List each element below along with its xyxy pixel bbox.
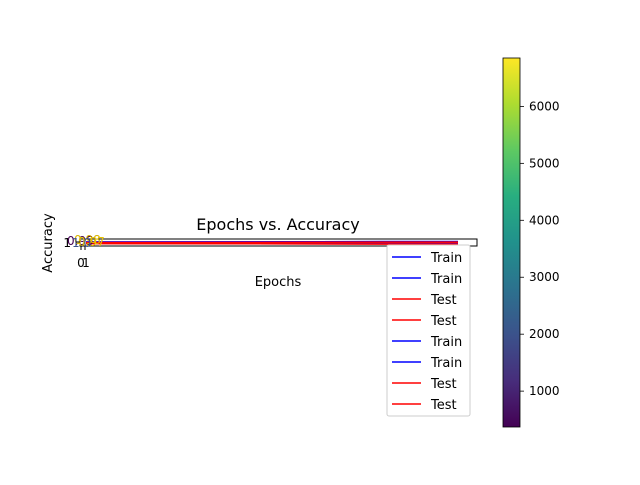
series-line-8 (86, 244, 458, 245)
annotation-label-4: 1.0 (72, 236, 91, 250)
legend-label-8: Test (430, 398, 457, 413)
colorbar-tick-label-5000: 5000 (529, 156, 560, 170)
legend-label-4: Test (430, 314, 457, 329)
colorbar-tick-label-2000: 2000 (529, 327, 560, 341)
y-tick-label: 1 (63, 236, 71, 250)
legend: Train Train Test Test Train Train Test Test (387, 245, 470, 416)
colorbar-tick-label-1000: 1000 (529, 384, 560, 398)
series-lines (86, 242, 458, 245)
colorbar-tick-label-4000: 4000 (529, 213, 560, 227)
colorbar-tick-label-6000: 6000 (529, 99, 560, 113)
legend-label-5: Train (430, 335, 462, 350)
colorbar-tick-label-3000: 3000 (529, 270, 560, 284)
y-axis-label: Accuracy (41, 213, 56, 273)
annotation-labels: 0.95 0.98 0.97 1.0 (67, 233, 105, 250)
legend-label-1: Train (430, 251, 462, 266)
colorbar (503, 58, 520, 427)
x-tick-label-1: 1 (82, 256, 90, 270)
colorbar-ticks: 1000 2000 3000 4000 5000 6000 (520, 99, 560, 398)
legend-label-6: Train (430, 356, 462, 371)
legend-label-3: Test (430, 293, 457, 308)
x-axis-label: Epochs (255, 275, 302, 290)
legend-label-7: Test (430, 377, 457, 392)
chart-title: Epochs vs. Accuracy (196, 215, 359, 234)
legend-box (387, 245, 470, 416)
legend-label-2: Train (430, 272, 462, 287)
